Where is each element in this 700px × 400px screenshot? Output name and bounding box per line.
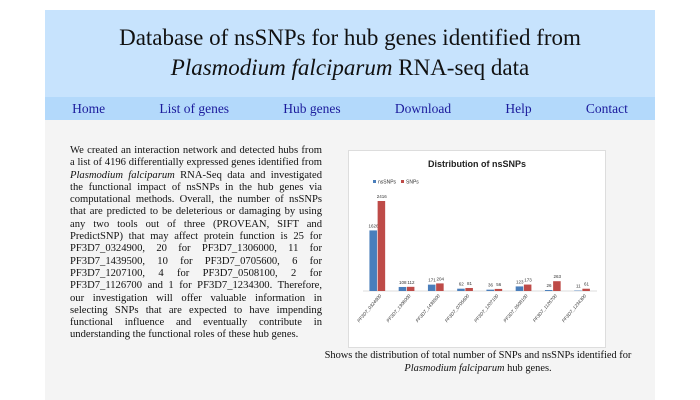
- x-tick-label: PF3D7_0508100: [502, 293, 528, 323]
- bar: [544, 290, 553, 291]
- value-label: 56: [496, 282, 502, 287]
- title: Plasmodium falciparum RNA-seq data: [45, 55, 655, 81]
- value-label: 1626: [369, 223, 380, 228]
- legend-swatch: [401, 180, 404, 183]
- text-italic: Plasmodium falciparum: [70, 169, 175, 181]
- bar: [377, 201, 386, 291]
- nav-link[interactable]: Contact: [585, 100, 628, 116]
- caption: Shows the distribution of total number o…: [313, 350, 643, 375]
- value-label: 36: [488, 283, 494, 288]
- title-rest: RNA-seq data: [392, 55, 530, 80]
- bar: [369, 230, 377, 291]
- text-italic: Plasmodium falciparum: [404, 362, 505, 374]
- title-italic: Plasmodium falciparum: [170, 55, 393, 80]
- nav-link[interactable]: List of genes: [159, 100, 230, 116]
- bar: [398, 286, 407, 291]
- bar: [494, 288, 503, 291]
- x-tick-label: PF3D7_0705600: [444, 293, 470, 323]
- text: RNA-Seq data and investigated the functi…: [70, 169, 322, 341]
- x-tick-label: PF3D7_1306000: [385, 293, 411, 323]
- nav-link[interactable]: Home: [72, 100, 106, 116]
- bar: [523, 284, 532, 291]
- bar: [427, 284, 436, 291]
- value-label: 2416: [377, 194, 388, 199]
- x-tick-label: PF3D7_1126700: [532, 293, 558, 323]
- text: Shows the distribution of total number o…: [324, 350, 632, 361]
- intro-text: We created an interaction network and de…: [70, 145, 322, 342]
- legend-swatch: [373, 180, 376, 183]
- chart: Distribution of nsSNPs nsSNPs SNPs 1626 108…: [356, 159, 597, 323]
- value-label: 263: [553, 274, 561, 279]
- bar: [465, 287, 473, 291]
- value-label: 204: [436, 276, 444, 281]
- bar: [553, 281, 561, 291]
- header: Database of nsSNPs for hub genes identif…: [45, 10, 655, 97]
- bar: [457, 288, 465, 291]
- text: hub genes.: [504, 362, 552, 374]
- x-tick-label: PF3D7_1234300: [561, 293, 587, 323]
- text: We created an interaction network and de…: [70, 145, 322, 169]
- value-label: 26: [547, 283, 553, 288]
- chart-title: Distribution of nsSNPs: [428, 159, 526, 169]
- page: Database of nsSNPs for hub genes identif…: [45, 10, 655, 400]
- value-label: 11: [576, 284, 581, 289]
- value-label: 108: [399, 280, 407, 285]
- value-label: 173: [524, 278, 532, 283]
- nav-link[interactable]: Hub genes: [283, 100, 341, 116]
- value-label: 62: [459, 282, 465, 287]
- bar: [582, 288, 590, 291]
- nav-link[interactable]: Download: [394, 100, 452, 116]
- x-tick-label: PF3D7_0324900: [356, 293, 382, 323]
- value-label: 123: [516, 279, 524, 284]
- legend-label: nsSNPs: [378, 180, 397, 186]
- bar: [436, 283, 444, 291]
- x-tick-label: PF3D7_1207100: [473, 293, 499, 323]
- value-label: 112: [407, 280, 415, 285]
- figure: Distribution of nsSNPs nsSNPs SNPs 1626 108…: [348, 150, 606, 348]
- x-tick-label: PF3D7_1439500: [415, 293, 441, 323]
- bar: [486, 289, 494, 291]
- legend-label: SNPs: [406, 180, 419, 186]
- value-label: 61: [584, 282, 590, 287]
- bar: [406, 286, 415, 291]
- title: Database of nsSNPs for hub genes identif…: [119, 25, 581, 50]
- value-label: 171: [428, 278, 436, 283]
- value-label: 81: [467, 281, 473, 286]
- nav-link[interactable]: Help: [505, 100, 532, 116]
- bar: [515, 286, 524, 291]
- nav-bar: Home List of genes Hub genes Download Help Co…: [45, 97, 655, 120]
